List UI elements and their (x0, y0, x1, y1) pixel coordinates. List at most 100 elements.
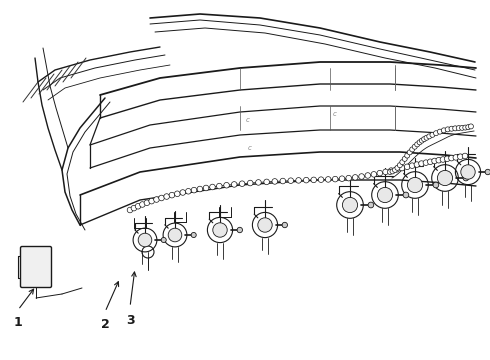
Circle shape (445, 127, 450, 132)
Circle shape (453, 126, 458, 131)
Circle shape (203, 185, 209, 191)
Circle shape (311, 177, 317, 183)
Circle shape (423, 160, 429, 166)
Circle shape (131, 205, 137, 211)
Circle shape (191, 233, 196, 238)
Text: c: c (246, 117, 250, 123)
Text: 2: 2 (100, 319, 109, 332)
Circle shape (394, 167, 399, 172)
Circle shape (264, 179, 270, 185)
Circle shape (231, 182, 237, 187)
Circle shape (237, 227, 243, 233)
Circle shape (217, 183, 222, 189)
Circle shape (303, 177, 309, 183)
Circle shape (127, 207, 133, 213)
Circle shape (404, 164, 410, 170)
Circle shape (412, 144, 417, 149)
Circle shape (485, 169, 490, 175)
Circle shape (365, 173, 370, 178)
Circle shape (449, 155, 454, 161)
Circle shape (325, 177, 331, 182)
Circle shape (399, 165, 405, 171)
Circle shape (388, 170, 392, 175)
Circle shape (456, 126, 461, 131)
Circle shape (409, 163, 415, 168)
Circle shape (405, 153, 410, 158)
Circle shape (402, 156, 407, 161)
Circle shape (453, 154, 459, 160)
Circle shape (433, 182, 439, 188)
Circle shape (318, 177, 324, 183)
Circle shape (159, 195, 164, 201)
Circle shape (434, 131, 439, 136)
Circle shape (438, 129, 442, 134)
Circle shape (463, 175, 469, 181)
Circle shape (449, 126, 454, 131)
Circle shape (461, 165, 475, 179)
Circle shape (424, 135, 429, 140)
Circle shape (436, 157, 441, 163)
Circle shape (258, 218, 272, 232)
Circle shape (438, 170, 453, 186)
Circle shape (144, 200, 150, 206)
Circle shape (407, 150, 412, 155)
Circle shape (400, 159, 405, 165)
Circle shape (272, 179, 277, 184)
Circle shape (174, 191, 180, 197)
Circle shape (414, 162, 420, 167)
Circle shape (432, 158, 438, 164)
Circle shape (288, 178, 294, 184)
Circle shape (417, 140, 422, 145)
Circle shape (135, 203, 141, 209)
Circle shape (332, 176, 338, 182)
FancyBboxPatch shape (21, 247, 51, 288)
Circle shape (460, 125, 465, 130)
Circle shape (383, 169, 389, 175)
Circle shape (418, 161, 424, 166)
Circle shape (419, 138, 424, 143)
Circle shape (168, 228, 182, 242)
Circle shape (463, 125, 468, 130)
Circle shape (397, 163, 402, 168)
Circle shape (377, 188, 392, 203)
Circle shape (403, 192, 409, 198)
Circle shape (256, 180, 261, 185)
Circle shape (280, 178, 286, 184)
Circle shape (197, 186, 203, 192)
Circle shape (138, 233, 152, 247)
Text: c: c (333, 111, 337, 117)
Circle shape (430, 132, 435, 137)
Circle shape (296, 177, 301, 183)
Circle shape (339, 176, 345, 181)
Circle shape (466, 125, 471, 130)
Circle shape (390, 169, 395, 174)
Circle shape (462, 153, 468, 159)
Circle shape (427, 134, 432, 139)
Circle shape (191, 187, 197, 193)
Text: 3: 3 (126, 314, 134, 327)
Circle shape (164, 194, 170, 199)
Circle shape (239, 181, 245, 186)
Circle shape (346, 175, 351, 181)
Circle shape (468, 124, 473, 129)
Circle shape (458, 154, 463, 159)
Circle shape (410, 147, 415, 152)
Circle shape (359, 174, 365, 179)
Circle shape (389, 168, 394, 174)
Circle shape (371, 172, 377, 177)
Circle shape (395, 165, 400, 170)
Circle shape (444, 156, 450, 162)
Circle shape (368, 202, 374, 208)
Circle shape (392, 167, 397, 172)
Circle shape (210, 184, 215, 190)
Circle shape (282, 222, 288, 228)
Circle shape (140, 202, 145, 207)
Circle shape (421, 137, 427, 141)
Circle shape (440, 157, 446, 162)
Circle shape (180, 190, 186, 195)
Circle shape (149, 198, 154, 204)
Circle shape (154, 197, 159, 202)
Circle shape (415, 142, 420, 147)
Text: 1: 1 (14, 315, 23, 328)
Circle shape (427, 159, 433, 165)
